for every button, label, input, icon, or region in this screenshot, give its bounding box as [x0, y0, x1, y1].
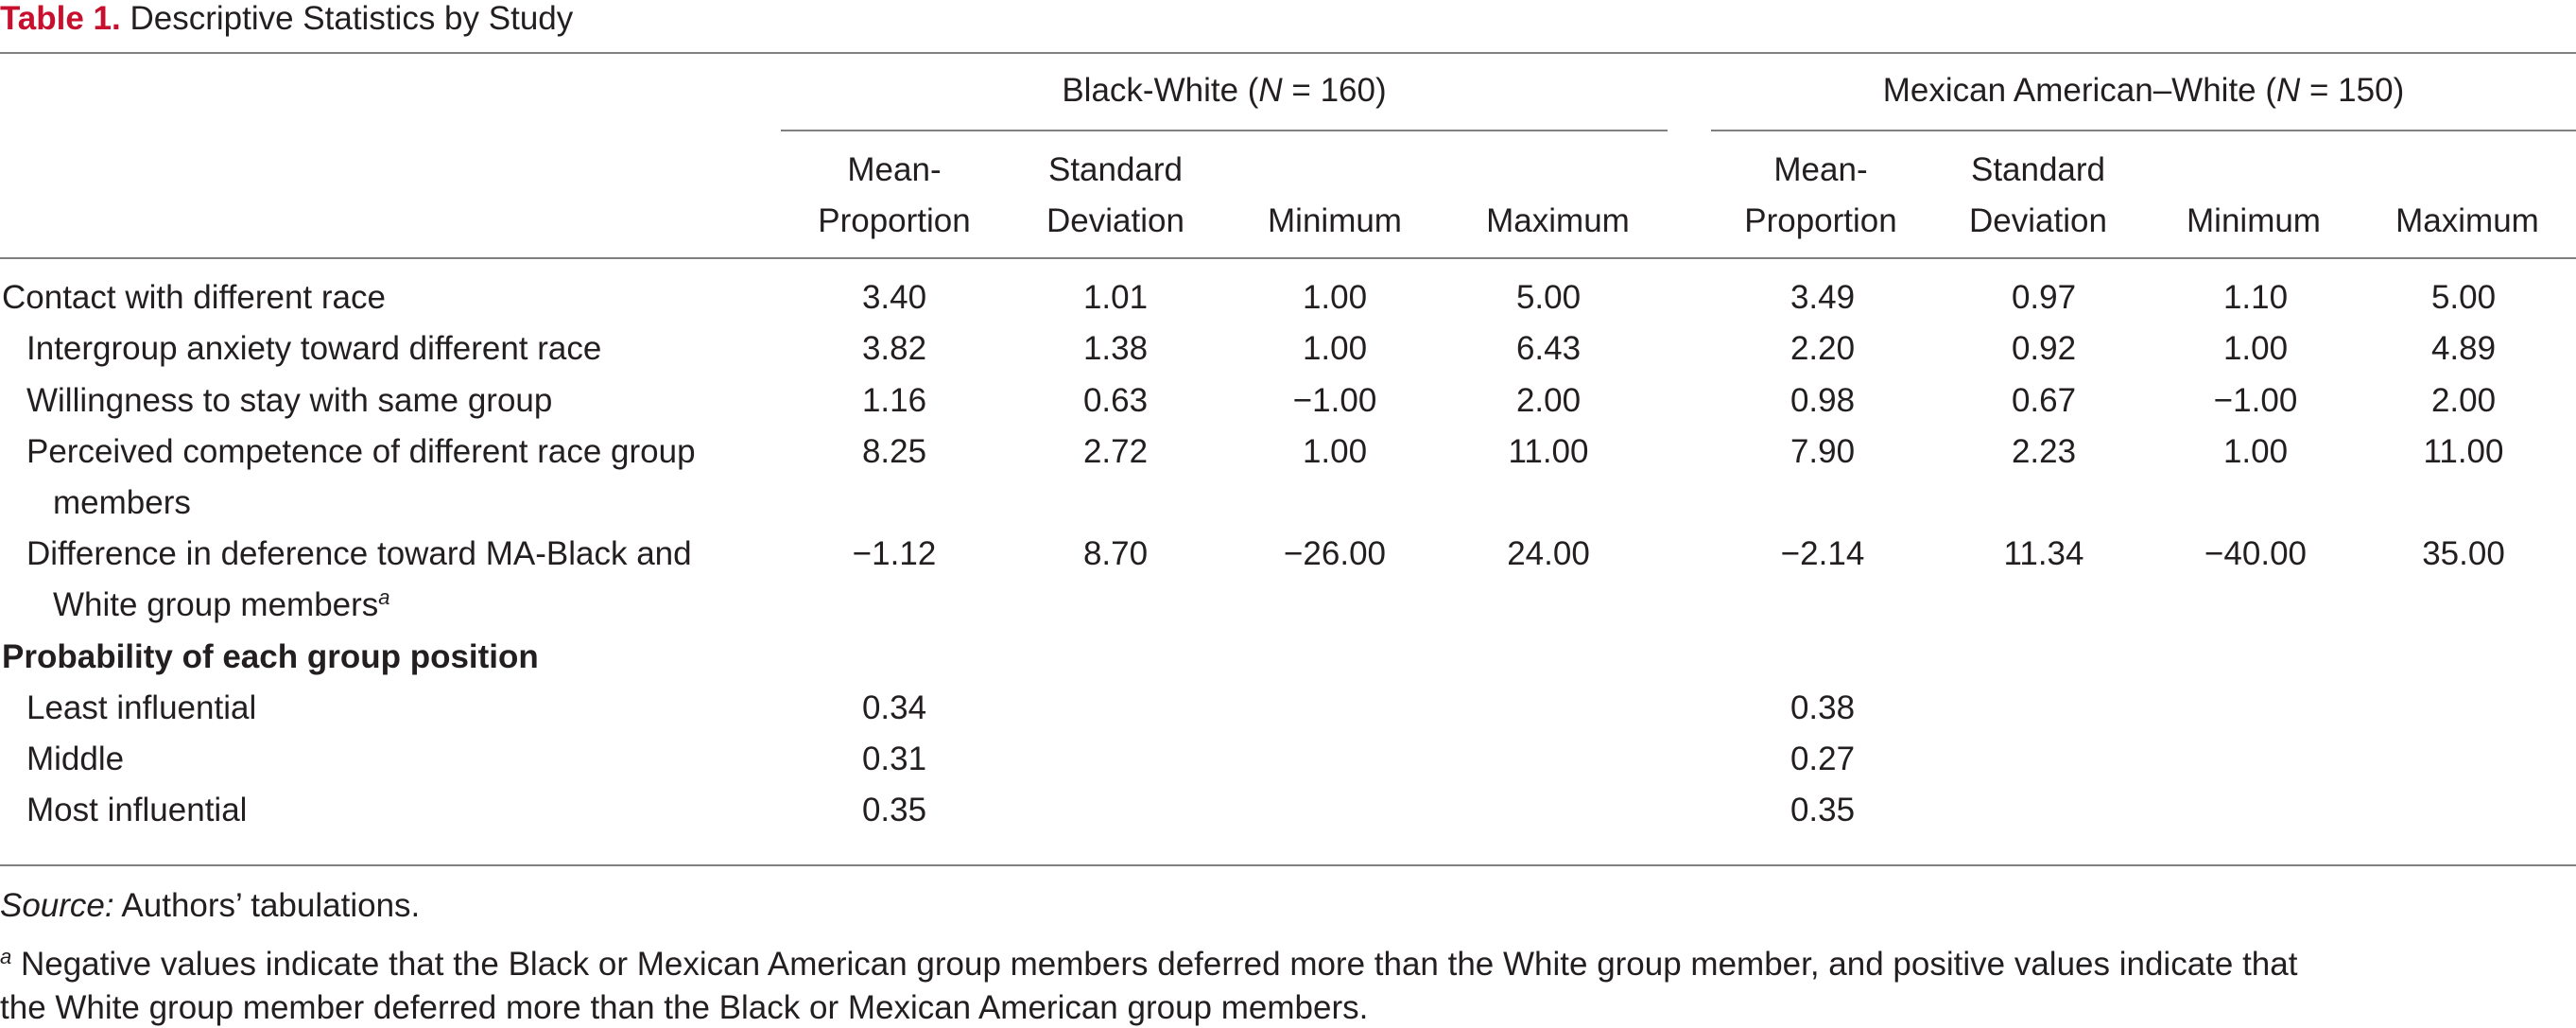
cell-value: 8.70: [1082, 535, 1149, 572]
cell-value: 7.90: [1789, 433, 1856, 470]
row-label-deference-continued: White group membersa: [53, 585, 390, 623]
column-header-maximum: Maximum: [1486, 202, 1630, 239]
table-title: Descriptive Statistics by Study: [130, 0, 574, 37]
row-label-willingness: Willingness to stay with same group: [26, 382, 553, 419]
top-rule: [0, 52, 2576, 54]
cell-value: −1.00: [2213, 382, 2298, 419]
row-label-middle: Middle: [26, 741, 125, 777]
row-label-most-influential: Most influential: [26, 792, 248, 828]
column-header-minimum: Minimum: [1268, 202, 1402, 239]
cell-value: 1.00: [1302, 330, 1368, 367]
column-header-maximum: Maximum: [2395, 202, 2539, 239]
cell-value: 3.49: [1789, 279, 1856, 316]
cell-value: 5.00: [1515, 279, 1582, 316]
row-label-least-influential: Least influential: [26, 689, 257, 726]
cell-value: 0.97: [2011, 279, 2077, 316]
cell-value: 1.38: [1082, 330, 1149, 367]
footnote-marker: a: [378, 585, 390, 609]
cell-value: 35.00: [2422, 535, 2505, 572]
cell-value: −40.00: [2204, 535, 2308, 572]
cell-value: 3.82: [861, 330, 927, 367]
cell-value: 4.89: [2430, 330, 2497, 367]
cell-value: −26.00: [1283, 535, 1387, 572]
cell-value: 2.23: [2011, 433, 2077, 470]
row-label-competence-continued: members: [53, 484, 191, 521]
cell-value: 0.35: [1789, 792, 1856, 828]
column-header-minimum: Minimum: [2187, 202, 2321, 239]
header-rule: [0, 257, 2576, 259]
footnote-a-continued: the White group member deferred more tha…: [0, 989, 1369, 1026]
cell-value: 0.92: [2011, 330, 2077, 367]
cell-value: 2.72: [1082, 433, 1149, 470]
group-rule-mexican-american-white: [1711, 130, 2576, 131]
group-header-mexican-american-white: Mexican American–White (N = 150): [1882, 72, 2405, 109]
row-label-contact: Contact with different race: [2, 279, 386, 316]
cell-value: 0.98: [1789, 382, 1856, 419]
cell-value: 11.34: [2003, 535, 2084, 572]
cell-value: −1.12: [852, 535, 937, 572]
cell-value: 1.00: [2222, 433, 2289, 470]
cell-value: 0.63: [1082, 382, 1149, 419]
column-header-standard-deviation: Standard Deviation: [1046, 151, 1184, 239]
cell-value: 11.00: [1508, 433, 1589, 470]
cell-value: 0.31: [861, 741, 927, 777]
cell-value: 24.00: [1507, 535, 1590, 572]
cell-value: 6.43: [1515, 330, 1582, 367]
group-header-black-white: Black-White (N = 160): [1062, 72, 1387, 109]
cell-value: 0.34: [861, 689, 927, 726]
cell-value: 8.25: [861, 433, 927, 470]
table-label: Table 1.: [0, 0, 121, 37]
cell-value: 1.16: [861, 382, 927, 419]
cell-value: −1.00: [1292, 382, 1377, 419]
cell-value: 1.00: [1302, 433, 1368, 470]
cell-value: 1.00: [1302, 279, 1368, 316]
cell-value: 0.27: [1789, 741, 1856, 777]
column-header-mean-proportion: Mean- Proportion: [1744, 151, 1897, 239]
cell-value: 1.00: [2222, 330, 2289, 367]
cell-value: 1.10: [2222, 279, 2289, 316]
cell-value: 11.00: [2423, 433, 2504, 470]
row-label-competence: Perceived competence of different race g…: [26, 433, 696, 470]
cell-value: 0.35: [861, 792, 927, 828]
cell-value: 5.00: [2430, 279, 2497, 316]
group-rule-black-white: [781, 130, 1668, 131]
cell-value: −2.14: [1780, 535, 1865, 572]
row-label-anxiety: Intergroup anxiety toward different race: [26, 330, 602, 367]
footnote-a: a Negative values indicate that the Blac…: [0, 945, 2298, 983]
row-label-deference: Difference in deference toward MA-Black …: [26, 535, 692, 572]
cell-value: 0.38: [1789, 689, 1856, 726]
cell-value: 1.01: [1082, 279, 1149, 316]
section-header-probability: Probability of each group position: [2, 638, 539, 675]
column-header-standard-deviation: Standard Deviation: [1969, 151, 2107, 239]
cell-value: 0.67: [2011, 382, 2077, 419]
cell-value: 2.00: [1515, 382, 1582, 419]
cell-value: 2.20: [1789, 330, 1856, 367]
table-caption: Table 1. Descriptive Statistics by Study: [0, 0, 573, 38]
cell-value: 3.40: [861, 279, 927, 316]
bottom-rule: [0, 864, 2576, 866]
column-header-mean-proportion: Mean- Proportion: [818, 151, 971, 239]
cell-value: 2.00: [2430, 382, 2497, 419]
source-note: Source: Authors’ tabulations.: [0, 887, 421, 924]
